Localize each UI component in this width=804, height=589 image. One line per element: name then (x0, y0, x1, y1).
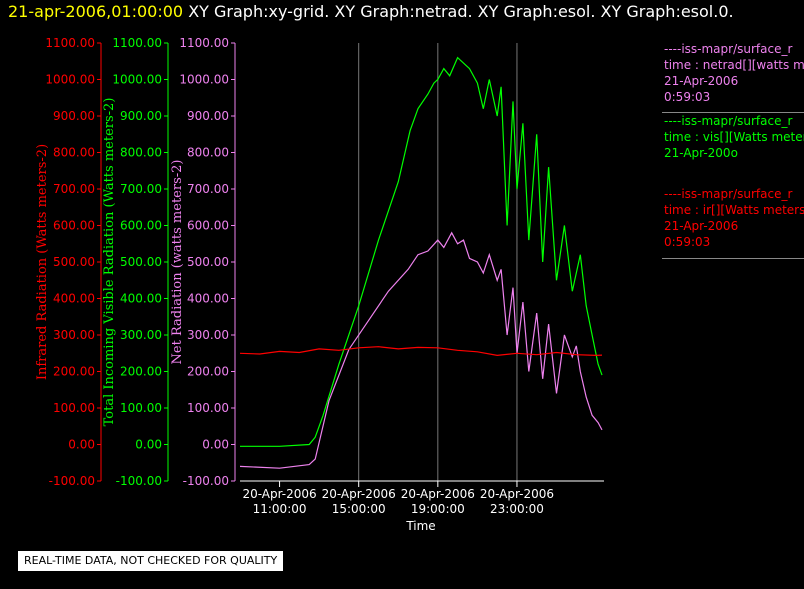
y-tick-label: 600.00 (120, 219, 162, 233)
series-ir-line (239, 346, 603, 357)
x-tick-label-date: 20-Apr-2006 (242, 487, 316, 501)
y-tick-label: 1100.00 (179, 36, 229, 50)
y-tick-label: 700.00 (187, 182, 229, 196)
y-tick-label: 400.00 (120, 292, 162, 306)
legend-line: 21-Apr-2006 (664, 219, 739, 233)
y-tick-label: 800.00 (53, 146, 95, 160)
y-tick-label: 400.00 (53, 292, 95, 306)
y-tick-label: -100.00 (183, 474, 229, 488)
y-tick-label: 1000.00 (45, 73, 95, 87)
y-tick-label: 600.00 (187, 219, 229, 233)
legend-line: 0:59:03 (664, 235, 711, 249)
series-vis-line (240, 56, 603, 447)
y-axis-label: Net Radiation (watts meters-2) (170, 160, 185, 365)
legend-line: 0:59:03 (664, 90, 711, 104)
y-tick-label: -100.00 (49, 474, 95, 488)
y-tick-label: 700.00 (120, 182, 162, 196)
window-header: 21-apr-2006,01:00:00 XY Graph:xy-grid. X… (8, 1, 734, 23)
y-tick-label: 900.00 (120, 109, 162, 123)
x-tick-label-time: 19:00:00 (411, 502, 465, 516)
legend-line: 21-Apr-2006 (664, 74, 739, 88)
legend-separator (662, 112, 804, 113)
y-tick-label: 100.00 (120, 401, 162, 415)
legend-line: ----iss-mapr/surface_r (664, 187, 793, 201)
y-tick-label: 800.00 (120, 146, 162, 160)
legend-line: time : vis[][Watts meter (664, 130, 804, 144)
y-tick-label: 800.00 (187, 146, 229, 160)
y-tick-label: 1000.00 (112, 73, 162, 87)
y-tick-label: 1100.00 (45, 36, 95, 50)
legend-line: ----iss-mapr/surface_r (664, 114, 793, 128)
x-tick-label-time: 15:00:00 (332, 502, 386, 516)
y-axis-label: Total Incoming Visible Radiation (Watts … (102, 98, 117, 427)
y-tick-label: 400.00 (187, 292, 229, 306)
y-tick-label: 100.00 (187, 401, 229, 415)
y-tick-label: 600.00 (53, 219, 95, 233)
x-tick-label-date: 20-Apr-2006 (401, 487, 475, 501)
y-tick-label: 200.00 (53, 365, 95, 379)
y-tick-label: 900.00 (53, 109, 95, 123)
y-tick-label: 500.00 (53, 255, 95, 269)
y-tick-label: 300.00 (187, 328, 229, 342)
graph-list: XY Graph:xy-grid. XY Graph:netrad. XY Gr… (188, 2, 734, 21)
y-tick-label: 500.00 (120, 255, 162, 269)
x-tick-label-date: 20-Apr-2006 (480, 487, 554, 501)
y-tick-label: 200.00 (187, 365, 229, 379)
y-tick-label: -100.00 (116, 474, 162, 488)
y-tick-label: 100.00 (53, 401, 95, 415)
x-axis-label: Time (405, 519, 435, 533)
y-tick-label: 200.00 (120, 365, 162, 379)
y-tick-label: 1100.00 (112, 36, 162, 50)
x-tick-label-date: 20-Apr-2006 (322, 487, 396, 501)
y-tick-label: 0.00 (202, 438, 229, 452)
x-tick-label-time: 11:00:00 (253, 502, 307, 516)
y-tick-label: 0.00 (68, 438, 95, 452)
y-tick-label: 1000.00 (179, 73, 229, 87)
timestamp: 21-apr-2006,01:00:00 (8, 2, 184, 21)
y-tick-label: 300.00 (53, 328, 95, 342)
y-tick-label: 0.00 (135, 438, 162, 452)
legend-line: 21-Apr-200o (664, 146, 738, 160)
legend-separator (662, 258, 804, 259)
y-axis-label: Infrared Radiation (Watts meters-2) (35, 144, 50, 380)
quality-note: REAL-TIME DATA, NOT CHECKED FOR QUALITY (18, 551, 284, 571)
y-tick-label: 900.00 (187, 109, 229, 123)
legend-line: ----iss-mapr/surface_r (664, 42, 793, 56)
series-netrad-line (239, 231, 603, 469)
legend-line: time : netrad[][watts m (664, 58, 804, 72)
x-tick-label-time: 23:00:00 (490, 502, 544, 516)
y-tick-label: 700.00 (53, 182, 95, 196)
y-tick-label: 300.00 (120, 328, 162, 342)
legend-line: time : ir[][Watts meters (664, 203, 804, 217)
y-tick-label: 500.00 (187, 255, 229, 269)
